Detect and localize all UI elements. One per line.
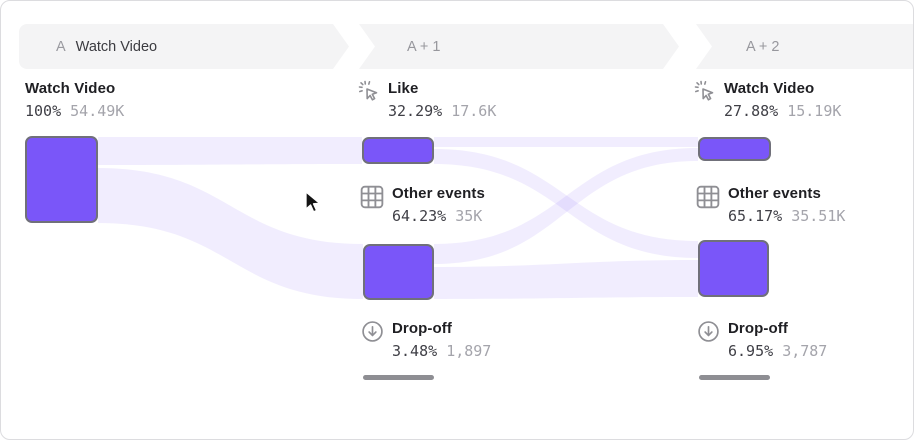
event-label-like-a1[interactable]: Like 32.29% 17.6K — [358, 80, 496, 120]
event-pct: 100% — [25, 102, 62, 120]
event-name: Drop-off — [728, 320, 788, 337]
dropoff-icon — [698, 321, 719, 342]
mouse-cursor-icon — [305, 191, 321, 213]
step-header-a[interactable]: A Watch Video — [19, 24, 349, 69]
node-watch-video-a[interactable] — [25, 136, 98, 223]
node-like-a1[interactable] — [362, 137, 434, 164]
flow-otherevents-to-otherevents2[interactable] — [434, 260, 698, 299]
step-header-a1[interactable]: A + 1 — [359, 24, 679, 69]
event-name: Watch Video — [25, 80, 116, 97]
event-count: 17.6K — [451, 102, 497, 120]
event-label-watch-video-a[interactable]: Watch Video 100% 54.49K — [25, 80, 124, 120]
event-count: 1,897 — [446, 342, 492, 360]
click-icon — [358, 80, 378, 101]
event-label-watch-video-a2[interactable]: Watch Video 27.88% 15.19K — [694, 80, 841, 120]
node-watch-video-a2[interactable] — [698, 137, 771, 161]
dropoff-node-bar-a1[interactable] — [363, 375, 434, 380]
event-pct: 3.48% — [392, 342, 438, 360]
grid-icon — [696, 185, 720, 209]
dropoff-node-bar-a2[interactable] — [699, 375, 770, 380]
event-pct: 64.23% — [392, 207, 447, 225]
dropoff-icon — [362, 321, 383, 342]
node-other-events-a2[interactable] — [698, 240, 769, 297]
event-label-dropoff-a1[interactable]: Drop-off 3.48% 1,897 — [361, 320, 491, 360]
event-label-other-events-a1[interactable]: Other events 64.23% 35K — [360, 185, 485, 225]
event-count: 15.19K — [787, 102, 842, 120]
event-name: Watch Video — [724, 80, 815, 97]
event-name: Other events — [392, 185, 485, 202]
event-name: Like — [388, 80, 419, 97]
event-pct: 32.29% — [388, 102, 443, 120]
flow-otherevents-to-watchvideo2[interactable] — [434, 148, 698, 264]
step-letter: A — [56, 38, 66, 55]
flow-like-to-watchvideo2[interactable] — [434, 137, 698, 147]
event-pct: 6.95% — [728, 342, 774, 360]
event-pct: 27.88% — [724, 102, 779, 120]
event-count: 54.49K — [70, 102, 125, 120]
node-other-events-a1[interactable] — [363, 244, 434, 300]
step-header-a2[interactable]: A + 2 — [696, 24, 913, 69]
event-pct: 65.17% — [728, 207, 783, 225]
grid-icon — [360, 185, 384, 209]
event-count: 3,787 — [782, 342, 828, 360]
flow-like-to-otherevents2[interactable] — [434, 149, 698, 258]
click-icon — [694, 80, 714, 101]
flow-watchvideo-to-like[interactable] — [98, 137, 362, 165]
step-header-label: A + 2 — [746, 38, 780, 55]
event-label-other-events-a2[interactable]: Other events 65.17% 35.51K — [696, 185, 845, 225]
event-name: Drop-off — [392, 320, 452, 337]
event-count: 35.51K — [791, 207, 846, 225]
event-name: Other events — [728, 185, 821, 202]
flow-watchvideo-to-otherevents[interactable] — [98, 168, 363, 299]
step-header-label: A + 1 — [407, 38, 441, 55]
event-count: 35K — [455, 207, 483, 225]
step-header-label: Watch Video — [75, 38, 158, 55]
event-label-dropoff-a2[interactable]: Drop-off 6.95% 3,787 — [697, 320, 827, 360]
